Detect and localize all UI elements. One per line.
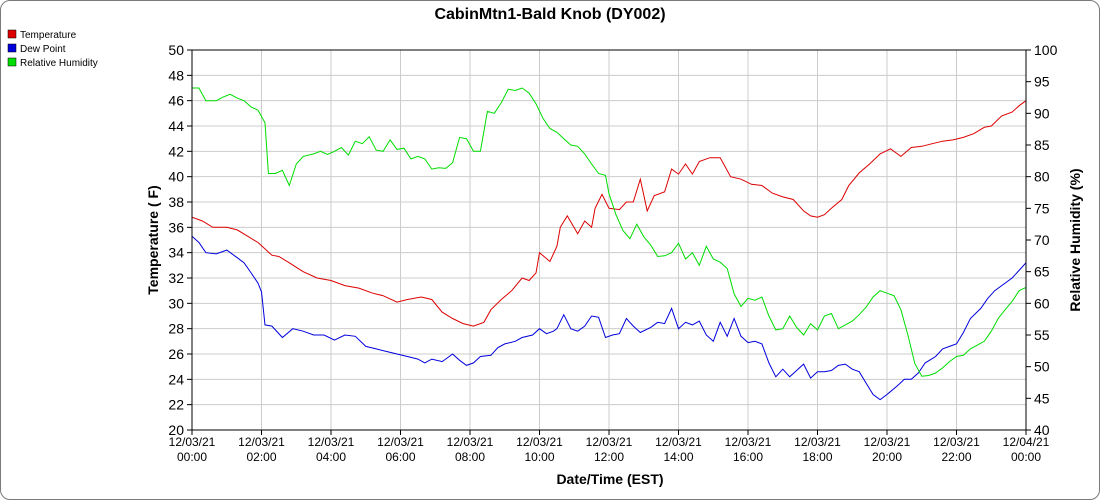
x-tick-time: 22:00 bbox=[941, 450, 971, 464]
x-tick-date: 12/03/21 bbox=[655, 435, 702, 449]
x-tick-date: 12/03/21 bbox=[725, 435, 772, 449]
x-tick-time: 12:00 bbox=[594, 450, 624, 464]
legend-label: Relative Humidity bbox=[20, 58, 98, 69]
x-tick-date: 12/03/21 bbox=[864, 435, 911, 449]
x-tick-time: 10:00 bbox=[524, 450, 554, 464]
series-line-temperature bbox=[192, 100, 1026, 327]
x-tick-time: 04:00 bbox=[316, 450, 346, 464]
x-tick-date: 12/03/21 bbox=[308, 435, 355, 449]
y-tick-label: 26 bbox=[168, 346, 184, 362]
x-tick-time: 02:00 bbox=[246, 450, 276, 464]
x-tick-time: 00:00 bbox=[177, 450, 207, 464]
x-axis-ticks: 12/03/2100:0012/03/2102:0012/03/2104:001… bbox=[169, 430, 1050, 464]
y-tick-label: 50 bbox=[168, 42, 184, 58]
x-axis-label: Date/Time (EST) bbox=[556, 471, 663, 487]
y-tick-label: 48 bbox=[168, 67, 184, 83]
x-tick-time: 14:00 bbox=[663, 450, 693, 464]
y-tick-label: 24 bbox=[168, 371, 184, 387]
x-tick-date: 12/03/21 bbox=[586, 435, 633, 449]
y-tick-label: 44 bbox=[168, 118, 184, 134]
y2-tick-label: 90 bbox=[1034, 105, 1050, 121]
x-tick-time: 20:00 bbox=[872, 450, 902, 464]
y-tick-label: 28 bbox=[168, 321, 184, 337]
x-tick-time: 08:00 bbox=[455, 450, 485, 464]
x-tick-date: 12/03/21 bbox=[933, 435, 980, 449]
y2-tick-label: 40 bbox=[1034, 422, 1050, 438]
x-tick-date: 12/04/21 bbox=[1003, 435, 1050, 449]
x-tick-time: 18:00 bbox=[802, 450, 832, 464]
legend-label: Dew Point bbox=[20, 44, 66, 55]
x-tick-date: 12/03/21 bbox=[169, 435, 216, 449]
y2-tick-label: 100 bbox=[1034, 42, 1058, 58]
y2-tick-label: 85 bbox=[1034, 137, 1050, 153]
y-tick-label: 20 bbox=[168, 422, 184, 438]
x-tick-time: 00:00 bbox=[1011, 450, 1041, 464]
y2-tick-label: 55 bbox=[1034, 327, 1050, 343]
x-tick-date: 12/03/21 bbox=[447, 435, 494, 449]
legend-label: Temperature bbox=[20, 30, 77, 41]
y-tick-label: 32 bbox=[168, 270, 184, 286]
y-tick-label: 46 bbox=[168, 93, 184, 109]
y2-tick-label: 45 bbox=[1034, 390, 1050, 406]
y-tick-label: 22 bbox=[168, 397, 184, 413]
y-axis-ticks: 20 22 24 26 28 30 32 34 36 38 40 42 44 46 48 50 bbox=[168, 42, 192, 438]
series-layer bbox=[192, 87, 1026, 401]
x-tick-date: 12/03/21 bbox=[516, 435, 563, 449]
y2-tick-label: 95 bbox=[1034, 74, 1050, 90]
y-tick-label: 40 bbox=[168, 169, 184, 185]
x-tick-date: 12/03/21 bbox=[794, 435, 841, 449]
series-line-relative-humidity bbox=[192, 87, 1026, 377]
y2-tick-label: 50 bbox=[1034, 359, 1050, 375]
x-tick-time: 16:00 bbox=[733, 450, 763, 464]
y2-tick-label: 75 bbox=[1034, 200, 1050, 216]
x-tick-date: 12/03/21 bbox=[238, 435, 285, 449]
y-tick-label: 38 bbox=[168, 194, 184, 210]
legend-swatch bbox=[7, 57, 17, 67]
legend-swatch bbox=[7, 43, 17, 53]
y2-tick-label: 65 bbox=[1034, 264, 1050, 280]
series-line-dew-point bbox=[192, 235, 1026, 401]
legend-swatch bbox=[7, 29, 17, 39]
x-tick-date: 12/03/21 bbox=[377, 435, 424, 449]
legend: Temperature Dew Point Relative Humidity bbox=[7, 29, 98, 69]
y2-tick-label: 80 bbox=[1034, 169, 1050, 185]
gridlines bbox=[191, 49, 1027, 431]
y-axis-label: Temperature ( F) bbox=[145, 185, 161, 294]
y2-axis-label: Relative Humidity (%) bbox=[1067, 168, 1083, 311]
y-tick-label: 42 bbox=[168, 143, 184, 159]
y2-tick-label: 70 bbox=[1034, 232, 1050, 248]
chart-title: CabinMtn1-Bald Knob (DY002) bbox=[434, 6, 665, 23]
y-tick-label: 30 bbox=[168, 295, 184, 311]
x-tick-time: 06:00 bbox=[385, 450, 415, 464]
y-tick-label: 36 bbox=[168, 219, 184, 235]
y2-tick-label: 60 bbox=[1034, 295, 1050, 311]
y-tick-label: 34 bbox=[168, 245, 184, 261]
y2-axis-ticks: 40 45 50 55 60 65 70 75 80 85 90 95 100 bbox=[1026, 42, 1058, 438]
